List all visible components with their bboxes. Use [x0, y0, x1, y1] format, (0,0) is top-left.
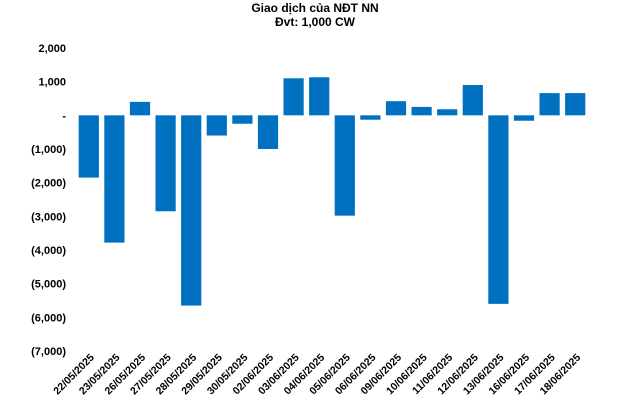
chart-title: Giao dịch của NĐT NN — [251, 1, 379, 15]
bar — [565, 93, 586, 116]
y-tick-label: (5,000) — [31, 279, 66, 291]
bar — [488, 115, 509, 304]
y-tick-label: (2,000) — [31, 178, 66, 190]
bar — [309, 77, 330, 116]
bar — [539, 93, 560, 116]
bar — [385, 101, 407, 116]
y-tick-label: (7,000) — [31, 346, 66, 358]
bar — [206, 115, 227, 136]
y-tick-label: (6,000) — [31, 312, 66, 324]
y-tick-label: - — [62, 110, 66, 122]
bar — [411, 106, 432, 116]
bar — [78, 115, 99, 178]
bar — [129, 101, 151, 116]
y-tick-label: 1,000 — [38, 77, 66, 89]
bar — [334, 115, 355, 216]
y-tick-label: 2,000 — [38, 43, 66, 55]
y-tick-label: (1,000) — [31, 144, 66, 156]
bar — [232, 115, 253, 124]
bar — [513, 115, 535, 121]
bar — [181, 115, 202, 306]
y-tick-label: (4,000) — [31, 245, 66, 257]
y-tick-label: (3,000) — [31, 211, 66, 223]
bar — [360, 115, 381, 120]
bar — [462, 85, 483, 116]
bar — [104, 115, 125, 243]
chart-subtitle: Đvt: 1,000 CW — [274, 15, 356, 29]
bar — [257, 115, 279, 149]
bar — [155, 115, 176, 212]
bar — [283, 78, 304, 116]
bar — [437, 109, 458, 116]
